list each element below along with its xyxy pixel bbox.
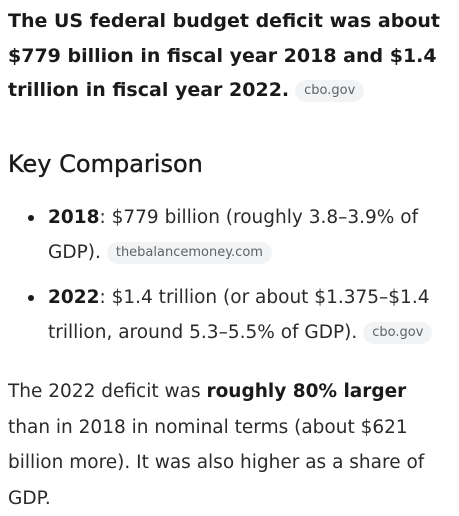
source-chip-thebalancemoney[interactable]: thebalancemoney.com [106,242,272,264]
list-item-text: : $1.4 trillion (or about $1.375–$1.4 tr… [48,287,430,343]
key-comparison-list: 2018: $779 billion (roughly 3.8–3.9% of … [8,200,454,360]
lead-text: The US federal budget deficit was about … [8,10,441,101]
list-item-2018: 2018: $779 billion (roughly 3.8–3.9% of … [8,200,454,270]
list-item-year: 2018 [48,207,100,228]
source-chip-cbo[interactable]: cbo.gov [295,80,365,102]
summary-text-before: The 2022 deficit was [8,381,207,402]
list-item-text: : $779 billion (roughly 3.8–3.9% of GDP)… [48,207,419,263]
lead-statement: The US federal budget deficit was about … [8,0,454,108]
bullet-dot [28,215,34,221]
summary-text-after: than in 2018 in nominal terms (about $62… [8,416,425,509]
answer-content: The US federal budget deficit was about … [8,0,454,509]
summary-emphasis: roughly 80% larger [206,381,407,402]
source-chip-cbo[interactable]: cbo.gov [363,322,433,344]
list-item-2022: 2022: $1.4 trillion (or about $1.375–$1.… [8,280,454,350]
summary-paragraph: The 2022 deficit was roughly 80% larger … [8,374,454,516]
list-item-year: 2022 [48,287,100,308]
bullet-dot [28,295,34,301]
key-comparison-heading: Key Comparison [8,150,203,178]
